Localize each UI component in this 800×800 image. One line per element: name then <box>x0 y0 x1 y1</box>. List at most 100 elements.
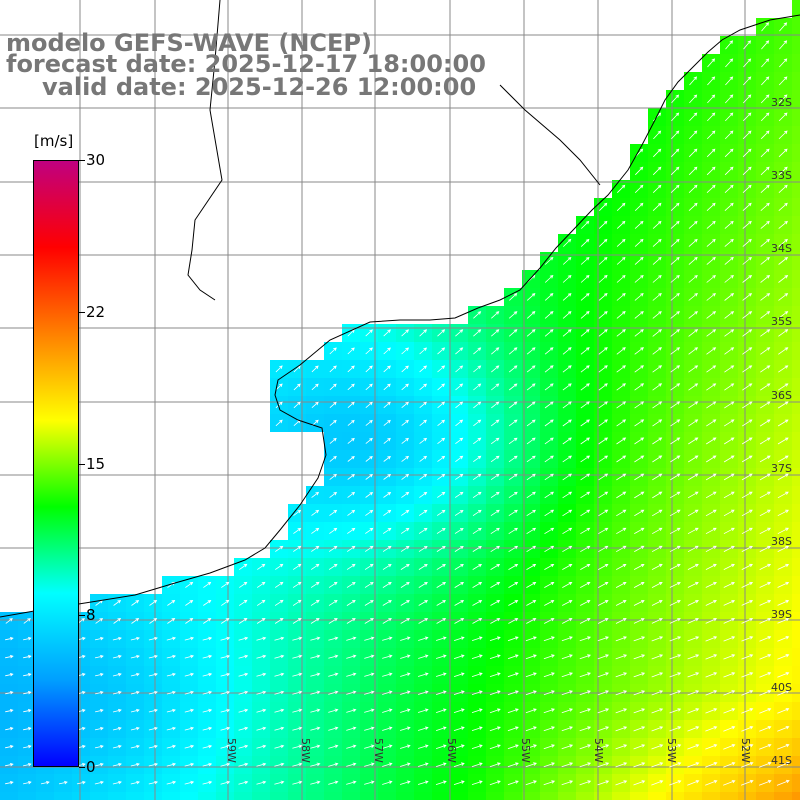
wind-arrow <box>310 636 321 641</box>
wind-arrow <box>706 274 716 283</box>
wind-arrow <box>544 473 554 481</box>
wind-arrow <box>292 690 303 695</box>
wind-arrow <box>5 744 14 749</box>
wind-arrow <box>508 365 518 373</box>
wind-arrow <box>579 618 591 624</box>
wind-arrow <box>525 636 537 642</box>
wind-arrow <box>616 329 626 337</box>
wind-arrow <box>275 419 283 427</box>
wind-arrow <box>688 274 698 283</box>
wind-arrow <box>274 726 285 731</box>
wind-arrow <box>274 690 285 695</box>
wind-arrow <box>688 148 698 158</box>
wind-arrow <box>779 58 788 68</box>
wind-arrow <box>400 636 411 641</box>
wind-arrow <box>743 40 752 50</box>
wind-arrow <box>419 491 428 498</box>
wind-arrow <box>383 419 391 426</box>
colorbar-tick-label: 0 <box>86 758 96 776</box>
wind-arrow <box>274 780 285 785</box>
wind-arrow <box>633 744 646 750</box>
wind-arrow <box>328 672 339 677</box>
wind-arrow <box>382 636 393 641</box>
wind-arrow <box>148 780 159 785</box>
wind-arrow <box>759 654 772 660</box>
wind-arrow <box>742 347 753 355</box>
wind-arrow <box>598 545 609 553</box>
wind-arrow <box>633 600 645 606</box>
wind-arrow <box>670 256 680 265</box>
wind-arrow <box>706 166 716 176</box>
wind-arrow <box>239 563 248 570</box>
wind-arrow <box>707 94 716 104</box>
wind-speed-cell <box>792 648 800 666</box>
wind-arrow <box>185 600 194 606</box>
wind-arrow <box>544 311 554 319</box>
wind-arrow <box>526 491 536 499</box>
wind-arrow <box>454 581 465 588</box>
wind-arrow <box>670 473 681 481</box>
wind-arrow <box>491 383 500 391</box>
wind-arrow <box>616 491 627 499</box>
wind-arrow <box>274 636 285 641</box>
wind-arrow <box>761 76 770 86</box>
wind-arrow <box>490 419 500 427</box>
wind-arrow <box>435 726 447 731</box>
wind-arrow <box>112 726 122 731</box>
wind-arrow <box>778 148 788 158</box>
wind-arrow <box>615 744 628 750</box>
wind-arrow <box>508 527 519 535</box>
wind-arrow <box>166 708 176 713</box>
wind-arrow <box>705 545 717 553</box>
wind-arrow <box>399 780 411 785</box>
wind-arrow <box>741 473 753 481</box>
wind-arrow <box>95 708 104 713</box>
longitude-label: 57W <box>372 738 385 763</box>
wind-arrow <box>418 618 429 624</box>
wind-arrow <box>543 762 555 768</box>
coastline-line <box>0 14 800 618</box>
latitude-label: 38S <box>771 535 792 548</box>
wind-arrow <box>346 581 356 588</box>
wind-arrow <box>543 654 555 660</box>
wind-arrow <box>705 581 717 588</box>
wind-arrow <box>220 726 231 731</box>
wind-arrow <box>220 672 231 677</box>
wind-arrow <box>777 726 790 732</box>
wind-arrow <box>687 473 699 481</box>
wind-arrow <box>723 744 736 750</box>
wind-arrow <box>652 184 662 193</box>
wind-arrow <box>202 762 213 767</box>
wind-arrow <box>760 238 770 247</box>
wind-arrow <box>454 491 464 498</box>
wind-arrow <box>634 383 645 391</box>
wind-arrow <box>526 383 536 391</box>
wind-arrow <box>328 581 338 588</box>
wind-arrow <box>346 672 357 677</box>
wind-arrow <box>634 184 644 193</box>
wind-arrow <box>633 564 645 570</box>
wind-arrow <box>347 383 355 391</box>
wind-arrow <box>580 329 590 337</box>
wind-arrow <box>671 112 680 122</box>
wind-arrow <box>723 563 735 570</box>
wind-arrow <box>742 329 753 337</box>
wind-arrow <box>148 672 158 677</box>
wind-arrow <box>688 238 698 247</box>
wind-arrow <box>670 166 680 176</box>
latitude-label: 35S <box>771 315 792 328</box>
wind-speed-cell <box>702 792 720 800</box>
wind-arrow <box>597 636 609 642</box>
wind-arrow <box>148 636 158 641</box>
wind-arrow <box>724 184 734 193</box>
wind-arrow <box>687 563 699 570</box>
latitude-label: 41S <box>771 754 792 767</box>
wind-arrow <box>705 762 718 768</box>
wind-arrow <box>365 365 373 373</box>
wind-arrow <box>759 690 772 696</box>
wind-arrow <box>652 365 663 373</box>
wind-arrow <box>203 600 212 606</box>
wind-arrow <box>185 618 194 624</box>
wind-arrow <box>615 780 628 786</box>
wind-arrow <box>292 672 303 677</box>
